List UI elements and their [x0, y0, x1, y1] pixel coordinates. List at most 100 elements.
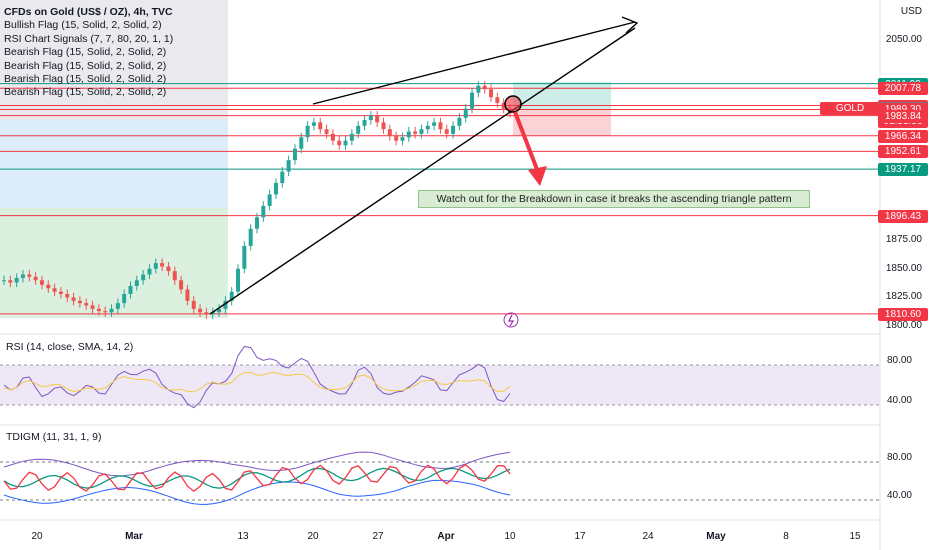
candle-body	[160, 263, 165, 267]
candle-body	[330, 133, 335, 141]
candle-body	[134, 280, 139, 286]
legend-indicator[interactable]: Bearish Flag (15, Solid, 2, Solid, 2)	[4, 46, 167, 59]
indicator-y-tick: 40.00	[886, 395, 912, 406]
candle-body	[286, 160, 291, 172]
candle-body	[153, 263, 158, 269]
candle-body	[77, 300, 82, 304]
candle-body	[406, 131, 411, 138]
candle-body	[109, 308, 114, 313]
candle-body	[46, 284, 51, 289]
y-tick-label: 1800.00	[885, 320, 922, 331]
candle-body	[438, 122, 443, 130]
candle-body	[356, 125, 361, 134]
price-level-tag: 1937.17	[878, 163, 928, 177]
candle-body	[255, 217, 259, 229]
candle-body	[223, 300, 228, 309]
candle-body	[292, 148, 297, 161]
candle-body	[8, 280, 13, 283]
candle-body	[324, 129, 329, 134]
candle-body	[172, 271, 177, 281]
candle-body	[470, 92, 475, 109]
legend-indicator[interactable]: RSI Chart Signals (7, 7, 80, 20, 1, 1)	[4, 32, 174, 45]
x-tick-label: 10	[504, 531, 516, 542]
candle-body	[217, 308, 222, 313]
legend-zone	[0, 0, 228, 120]
legend-indicator[interactable]: Bearish Flag (15, Solid, 2, Solid, 2)	[4, 59, 167, 72]
x-tick-label: 24	[642, 531, 654, 542]
legend-indicator[interactable]: Bullish Flag (15, Solid, 2, Solid, 2)	[4, 19, 162, 32]
candle-body	[425, 125, 430, 130]
candle-body	[166, 266, 171, 272]
y-tick-label: 2050.00	[885, 34, 922, 45]
candle-body	[191, 300, 196, 309]
x-tick-label: Apr	[437, 531, 455, 542]
flag-zone-green	[0, 208, 228, 318]
arrow-head-icon	[621, 16, 639, 34]
symbol-tag: GOLD	[820, 102, 880, 115]
breakout-circle	[504, 95, 522, 113]
price-level-tag: 1810.60	[878, 307, 928, 321]
tdigm-lower-band	[3, 479, 511, 505]
candle-body	[273, 183, 278, 195]
candle-body	[103, 311, 108, 313]
indicator-y-tick: 80.00	[886, 355, 912, 366]
candle-body	[204, 312, 209, 315]
candle-body	[451, 125, 456, 134]
candle-body	[65, 293, 70, 298]
candle-body	[185, 289, 190, 301]
rsi-title[interactable]: RSI (14, close, SMA, 14, 2)	[6, 341, 134, 353]
tdigm-price-line	[3, 463, 511, 493]
candle-body	[375, 115, 380, 123]
stop-zone	[513, 110, 611, 136]
x-tick-label: 20	[31, 531, 43, 542]
x-tick-label: Mar	[125, 531, 143, 542]
candle-body	[337, 140, 342, 146]
rsi-line	[3, 346, 511, 409]
price-level-tag: 1952.61	[878, 145, 928, 159]
candle-body	[71, 297, 76, 301]
candle-body	[39, 280, 44, 285]
legend-indicator[interactable]: Bearish Flag (15, Solid, 2, Solid, 2)	[4, 73, 167, 86]
candle-body	[299, 137, 304, 149]
arrow-down-icon	[528, 166, 547, 186]
candle-body	[84, 303, 89, 306]
annotation-text[interactable]: Watch out for the Breakdown in case it b…	[418, 190, 810, 208]
candle-body	[2, 280, 6, 282]
x-tick-label: 20	[307, 531, 319, 542]
lightning-icon	[508, 314, 515, 327]
indicator-y-tick: 40.00	[886, 490, 912, 501]
price-level-tag: 1966.34	[878, 129, 928, 143]
candle-body	[20, 274, 25, 278]
x-tick-label: 15	[849, 531, 861, 542]
legend-indicator[interactable]: Bearish Flag (15, Solid, 2, Solid, 2)	[4, 86, 167, 99]
candle-body	[14, 277, 19, 283]
candle-body	[198, 308, 203, 313]
candle-body	[261, 205, 266, 218]
resistance-line	[312, 21, 636, 105]
candle-body	[280, 171, 285, 183]
candle-body	[311, 122, 316, 126]
candle-body	[489, 89, 494, 98]
x-tick-label: 17	[574, 531, 586, 542]
candle-body	[27, 274, 32, 277]
flag-zone-blue	[0, 120, 228, 208]
y-tick-label: 1875.00	[885, 234, 922, 246]
candle-body	[147, 268, 152, 275]
candle-body	[236, 268, 241, 292]
candle-body	[305, 125, 310, 138]
candle-body	[419, 129, 424, 134]
tdigm-title[interactable]: TDIGM (11, 31, 1, 9)	[6, 431, 102, 443]
candle-body	[387, 129, 392, 137]
price-level-tag: 1896.43	[878, 209, 928, 223]
candle-body	[96, 308, 101, 312]
candle-body	[349, 133, 354, 141]
legend-title: CFDs on Gold (US$ / OZ), 4h, TVC	[4, 6, 173, 18]
candle-body	[368, 115, 373, 121]
candle-body	[495, 97, 500, 103]
candle-body	[413, 131, 418, 134]
candle-body	[362, 120, 367, 126]
candle-body	[267, 194, 272, 206]
candle-body	[457, 117, 462, 126]
candle-body	[463, 108, 468, 118]
